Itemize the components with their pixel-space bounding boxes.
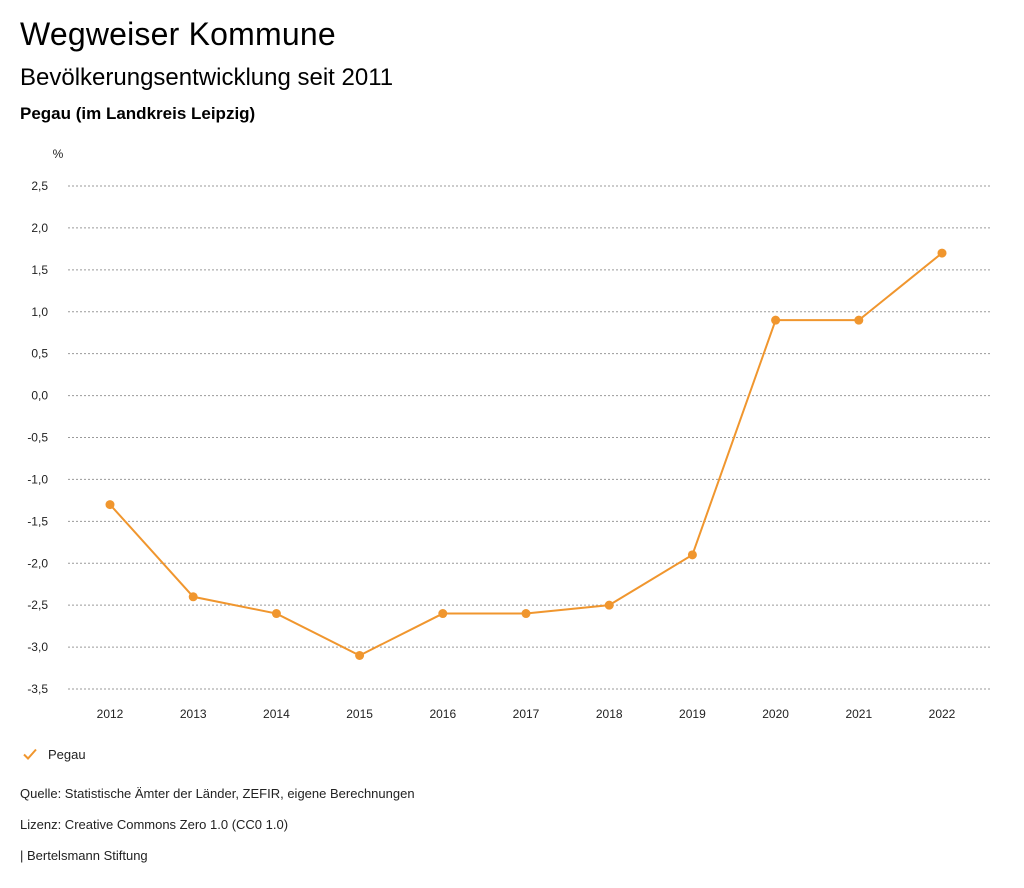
y-tick-label: -1,5 — [27, 514, 48, 528]
source-note: Quelle: Statistische Ämter der Länder, Z… — [20, 786, 415, 801]
x-tick-label: 2018 — [596, 707, 623, 721]
data-point — [771, 315, 781, 325]
y-tick-label: 1,5 — [31, 263, 48, 277]
y-tick-label: -3,0 — [27, 640, 48, 654]
series-line — [109, 252, 943, 657]
x-tick-label: 2014 — [263, 707, 290, 721]
y-tick-label: -0,5 — [27, 431, 48, 445]
page-title: Wegweiser Kommune — [20, 16, 336, 52]
y-tick-label: 2,5 — [31, 179, 48, 193]
data-point — [438, 609, 448, 619]
legend-label: Pegau — [48, 746, 86, 762]
check-icon — [23, 748, 37, 760]
legend[interactable]: Pegau — [22, 744, 86, 764]
x-tick-label: 2021 — [845, 707, 872, 721]
y-axis-unit: % — [53, 147, 64, 161]
x-tick-label: 2017 — [513, 707, 540, 721]
data-point — [355, 650, 365, 660]
x-tick-label: 2015 — [346, 707, 373, 721]
x-tick-label: 2013 — [180, 707, 207, 721]
data-point — [937, 248, 947, 258]
x-tick-label: 2016 — [429, 707, 456, 721]
y-tick-label: 1,0 — [31, 305, 48, 319]
line-chart: % 2,5 2,0 1,5 1,0 0,5 0,0 -0,5 -1,0 -1,5 -2,0 -2,5 -… — [27, 147, 990, 721]
data-point — [188, 592, 198, 602]
publisher-note: | Bertelsmann Stiftung — [20, 848, 148, 863]
data-point — [521, 609, 531, 619]
data-point — [271, 609, 281, 619]
x-tick-label: 2019 — [679, 707, 706, 721]
y-tick-label: -2,5 — [27, 598, 48, 612]
data-point — [687, 550, 697, 560]
data-point — [854, 315, 864, 325]
y-tick-label: 0,5 — [31, 347, 48, 361]
x-tick-label: 2012 — [97, 707, 124, 721]
data-point — [604, 600, 614, 610]
chart-subtitle: Bevölkerungsentwicklung seit 2011 — [20, 64, 394, 91]
region-label: Pegau (im Landkreis Leipzig) — [20, 104, 256, 123]
data-point — [105, 500, 115, 510]
y-tick-label: 2,0 — [31, 221, 48, 235]
x-tick-label: 2022 — [929, 707, 956, 721]
license-note: Lizenz: Creative Commons Zero 1.0 (CC0 1… — [20, 817, 289, 832]
y-tick-label: 0,0 — [31, 389, 48, 403]
x-tick-label: 2020 — [762, 707, 789, 721]
y-tick-label: -3,5 — [27, 682, 48, 696]
y-tick-label: -1,0 — [27, 472, 48, 486]
y-tick-label: -2,0 — [27, 556, 48, 570]
